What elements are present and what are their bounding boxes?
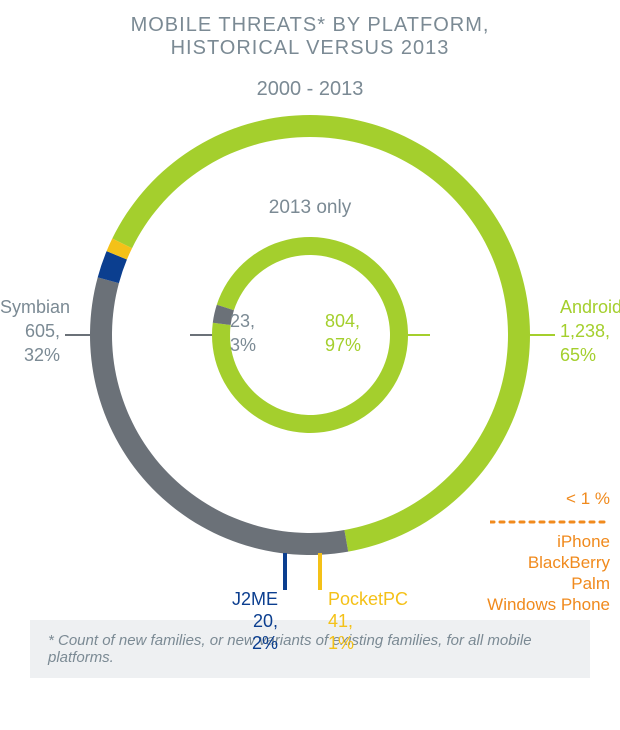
footnote: * Count of new families, or new variants… — [30, 620, 590, 678]
label-pocket-pct: 1% — [328, 632, 354, 655]
donut-chart: 2000 - 20132013 only Android 1,238, 65% … — [0, 60, 620, 620]
svg-text:2013 only: 2013 only — [269, 197, 352, 218]
minor-dotted-line — [490, 519, 610, 525]
footnote-text: * Count of new families, or new variants… — [48, 632, 532, 666]
minor-item: Palm — [450, 573, 610, 594]
label-symbian-name: Symbian — [0, 296, 60, 319]
label-j2me-val: 20, — [200, 610, 278, 633]
label-j2me-pct: 2% — [200, 632, 278, 655]
minor-platforms-group: < 1 % iPhoneBlackBerryPalmWindows Phone — [450, 488, 610, 616]
label-android-in-val: 804, — [325, 310, 360, 333]
minor-heading-text: < 1 % — [566, 489, 610, 508]
svg-text:2000 - 2013: 2000 - 2013 — [257, 78, 364, 100]
label-android-in-pct: 97% — [325, 334, 361, 357]
title-line2: HISTORICAL VERSUS 2013 — [0, 37, 620, 60]
label-pocket-name: PocketPC — [328, 588, 408, 611]
minor-item: iPhone — [450, 531, 610, 552]
label-symbian-pct: 32% — [0, 344, 60, 367]
label-pocket-val: 41, — [328, 610, 353, 633]
label-symbian-in-pct: 3% — [230, 334, 256, 357]
label-symbian-in-val: 23, — [230, 310, 255, 333]
chart-title: MOBILE THREATS* BY PLATFORM, HISTORICAL … — [0, 0, 620, 60]
title-line1: MOBILE THREATS* BY PLATFORM, — [0, 14, 620, 37]
minor-items: iPhoneBlackBerryPalmWindows Phone — [450, 531, 610, 616]
minor-heading: < 1 % — [450, 488, 610, 509]
label-android-pct: 65% — [560, 344, 596, 367]
minor-item: BlackBerry — [450, 552, 610, 573]
label-j2me-name: J2ME — [200, 588, 278, 611]
minor-item: Windows Phone — [450, 594, 610, 615]
label-android-name: Android — [560, 296, 620, 319]
label-symbian-val: 605, — [0, 320, 60, 343]
label-android-val: 1,238, — [560, 320, 610, 343]
